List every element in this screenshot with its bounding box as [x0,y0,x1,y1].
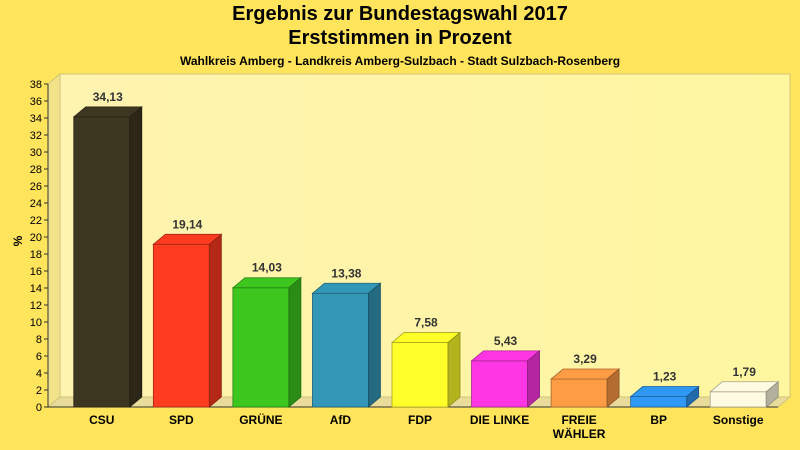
y-tick-label: 18 [30,249,42,261]
x-tick-label: BP [650,413,667,427]
y-tick-label: 16 [30,266,42,278]
bar-csu [72,106,143,408]
bar-front [152,243,210,408]
chart-subtitle: Erststimmen in Prozent [288,27,512,49]
bar-side [765,380,779,408]
bar-front [550,378,608,408]
y-tick-label: 2 [36,385,42,397]
x-tick-label: CSU [89,413,114,427]
y-tick-label: 36 [30,96,42,108]
y-tick-label: 38 [30,79,42,91]
bar-front [73,116,131,408]
bar-front [391,342,449,408]
bar-grüne [231,276,302,408]
y-tick-label: 22 [30,215,42,227]
x-tick-label: Sonstige [713,413,764,427]
y-tick-label: 10 [30,317,42,329]
bar-side [368,282,381,408]
bar-die-linke [470,349,541,408]
bar-value-label: 1,79 [733,365,757,379]
x-tick-label: WÄHLER [553,426,606,441]
bar-value-label: 3,29 [573,352,597,366]
x-tick-label: DIE LINKE [470,413,529,427]
y-tick-label: 24 [30,198,42,210]
y-tick-label: 34 [30,113,42,125]
bar-front [709,391,767,408]
bar-fdp [390,331,462,408]
chart-side-wall [47,72,61,409]
y-tick-label: 20 [30,232,42,244]
bar-value-label: 7,58 [414,316,438,330]
bar-front [232,287,290,408]
bar-side [288,276,302,408]
bar-afd [311,282,382,408]
bar-side [208,233,222,408]
y-tick-label: 28 [30,164,42,176]
x-tick-label: AfD [330,413,352,427]
x-tick-label: FDP [408,413,432,427]
y-tick-label: 26 [30,181,42,193]
bar-value-label: 13,38 [331,266,361,280]
bar-value-label: 19,14 [172,217,202,231]
bar-side [527,349,540,408]
bar-side [606,368,620,408]
bar-freie-wähler [550,368,621,408]
chart-title: Ergebnis zur Bundestagswahl 2017 [232,3,568,25]
bar-front [471,360,528,408]
chart-subtitle-region: Wahlkreis Amberg - Landkreis Amberg-Sulz… [179,54,621,68]
bar-side [129,106,143,408]
bar-bp [629,385,700,408]
bar-spd [152,233,223,408]
bar-side [686,385,700,408]
bar-value-label: 14,03 [252,261,282,275]
x-tick-label: FREIE [561,413,596,427]
bar-value-label: 34,13 [93,90,123,104]
y-tick-label: 8 [36,334,42,346]
bar-value-label: 1,23 [653,370,677,384]
bar-front [312,292,369,408]
y-tick-label: 4 [36,368,42,380]
bar-value-label: 5,43 [494,334,518,348]
x-tick-label: GRÜNE [239,412,282,427]
bar-front [630,396,688,408]
y-tick-label: 32 [30,130,42,142]
y-tick-label: 12 [30,300,42,312]
y-tick-label: 14 [30,283,42,295]
y-tick-label: 6 [36,351,42,363]
y-tick-label: 0 [36,402,42,414]
y-tick-label: 30 [30,147,42,159]
bar-sonstige [709,380,780,408]
x-tick-label: SPD [169,413,194,427]
bar-side [447,331,461,408]
y-axis-label: % [11,235,25,246]
